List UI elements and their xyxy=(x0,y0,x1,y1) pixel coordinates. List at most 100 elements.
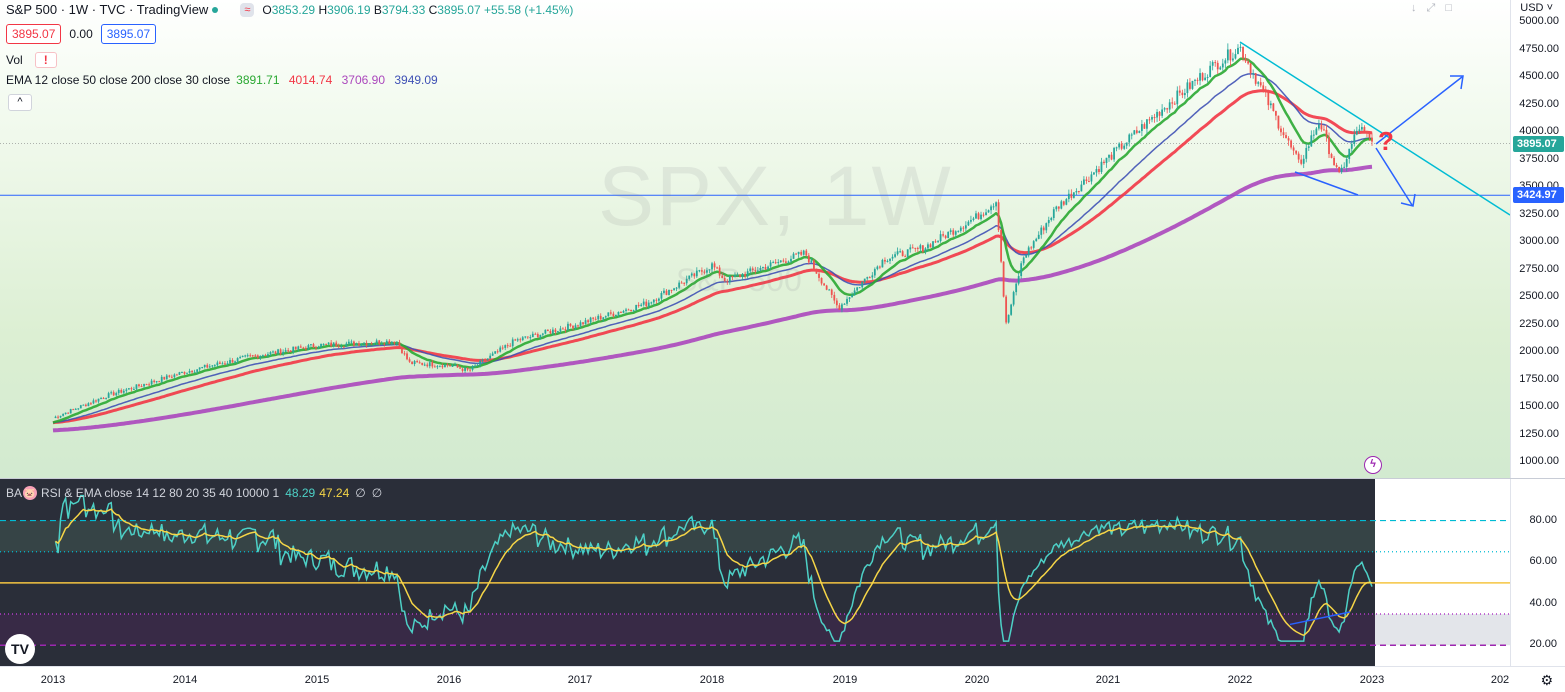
price-chart-canvas[interactable]: ? xyxy=(0,0,1510,478)
candle-body xyxy=(1077,191,1080,193)
maximize-icon[interactable]: □ xyxy=(1445,2,1452,14)
candle-body xyxy=(551,329,554,334)
rsi-chart-canvas[interactable] xyxy=(0,479,1510,666)
candle-body xyxy=(1055,206,1058,210)
volume-legend[interactable]: Vol ! xyxy=(6,52,57,68)
candle-body xyxy=(544,329,547,334)
candle-body xyxy=(602,317,605,320)
candle-body xyxy=(1191,80,1194,89)
candle-body xyxy=(1257,82,1260,84)
candle-body xyxy=(307,345,310,350)
volume-label: Vol xyxy=(6,53,23,67)
candle-body xyxy=(1027,247,1030,256)
candle-body xyxy=(871,275,874,278)
gear-icon[interactable]: ⚙ xyxy=(1540,672,1553,688)
candle-body xyxy=(577,325,579,327)
candle-body xyxy=(261,355,264,357)
candle-body xyxy=(1239,46,1242,48)
candle-body xyxy=(1178,90,1181,93)
rsi-scale[interactable]: 80.00 60.00 40.00 20.00 xyxy=(1510,479,1565,666)
price-scale[interactable]: USD ˅ 5000.00 4750.00 4500.00 4250.00 4000.0… xyxy=(1510,0,1565,478)
candle-body xyxy=(1088,181,1090,183)
candle-body xyxy=(1234,54,1237,59)
candle-body xyxy=(1108,154,1110,158)
candle-body xyxy=(949,230,952,232)
rsi-legend[interactable]: BA 🐷 RSI & EMA close 14 12 80 20 35 40 1… xyxy=(6,486,382,500)
candle-body xyxy=(335,342,338,347)
price-tick: 1500.00 xyxy=(1519,400,1559,412)
candle-body xyxy=(772,262,775,264)
symbol-watermark: SPX, 1W xyxy=(598,149,953,243)
candle-body xyxy=(79,405,82,409)
candle-body xyxy=(800,251,803,255)
candle-body xyxy=(685,278,688,284)
symbol-title[interactable]: S&P 500 · 1W · TVC · TradingView xyxy=(6,2,209,17)
candle-body xyxy=(72,409,75,411)
candle-body xyxy=(688,275,691,279)
candle-body xyxy=(1221,63,1224,68)
lightning-icon[interactable]: ϟ xyxy=(1364,456,1382,474)
time-axis[interactable]: 2013 2014 2015 2016 2017 2018 2019 2020 2021 2022… xyxy=(0,666,1565,692)
collapse-legend-button[interactable]: ^ xyxy=(8,94,32,111)
candle-body xyxy=(1007,314,1010,323)
candle-body xyxy=(751,268,754,271)
candle-body xyxy=(259,355,262,358)
candle-body xyxy=(489,355,492,359)
candle-body xyxy=(1338,166,1341,172)
sell-button[interactable]: 3895.07 xyxy=(6,24,62,44)
symbol-legend: S&P 500 · 1W · TVC · TradingView ≈ O3853… xyxy=(6,2,573,17)
candle-body xyxy=(236,358,239,362)
candle-body xyxy=(239,357,242,359)
currency-selector[interactable]: USD ˅ xyxy=(1520,2,1553,14)
compare-toggle[interactable]: ≈ xyxy=(240,2,255,17)
ema-legend[interactable]: EMA 12 close 50 close 200 close 30 close… xyxy=(6,73,438,87)
ema-30-line xyxy=(52,73,1373,424)
candle-body xyxy=(421,362,424,365)
candle-body xyxy=(841,304,843,310)
candle-body xyxy=(675,287,678,289)
candle-body xyxy=(494,351,497,354)
candle-body xyxy=(987,210,990,213)
price-pane[interactable]: SPX, 1W S&P 500 ? S&P 500 · 1W · TVC · T… xyxy=(0,0,1510,478)
year-tick: 2020 xyxy=(964,674,990,686)
expand-icon[interactable]: ⤢ xyxy=(1426,2,1436,14)
candle-body xyxy=(163,376,166,380)
candle-body xyxy=(441,365,444,368)
candle-body xyxy=(909,247,912,250)
candle-body xyxy=(229,360,231,364)
candle-body xyxy=(1050,217,1053,221)
candle-body xyxy=(853,290,856,296)
buy-button[interactable]: 3895.07 xyxy=(100,24,157,44)
arrow-down-icon[interactable]: ↓ xyxy=(1411,2,1417,14)
open-value: 3853.29 xyxy=(271,2,316,17)
candle-body xyxy=(373,343,376,345)
candle-body xyxy=(218,362,221,364)
candle-body xyxy=(274,351,277,354)
pane-divider[interactable] xyxy=(0,478,1565,479)
candle-body xyxy=(1002,261,1005,297)
warning-icon[interactable]: ! xyxy=(34,52,57,68)
candle-body xyxy=(680,282,683,284)
tradingview-logo[interactable]: TV xyxy=(5,634,35,664)
rsi-pane[interactable]: BA 🐷 RSI & EMA close 14 12 80 20 35 40 1… xyxy=(0,479,1510,666)
candle-body xyxy=(1045,223,1048,231)
candle-body xyxy=(378,340,381,345)
candle-body xyxy=(713,263,716,268)
candle-body xyxy=(1371,137,1373,142)
candle-body xyxy=(944,235,947,238)
candle-body xyxy=(299,346,302,348)
candle-body xyxy=(1037,234,1040,239)
candle-body xyxy=(145,384,148,386)
candle-body xyxy=(650,302,653,304)
candle-body xyxy=(1285,135,1287,139)
candle-body xyxy=(279,349,282,355)
candle-body xyxy=(125,389,128,391)
candle-body xyxy=(1161,109,1164,116)
candle-body xyxy=(997,202,1000,231)
candle-body xyxy=(1275,111,1277,116)
candle-body xyxy=(506,345,509,347)
candle-body xyxy=(456,364,459,368)
candle-body xyxy=(365,342,368,346)
candle-body xyxy=(952,230,955,235)
